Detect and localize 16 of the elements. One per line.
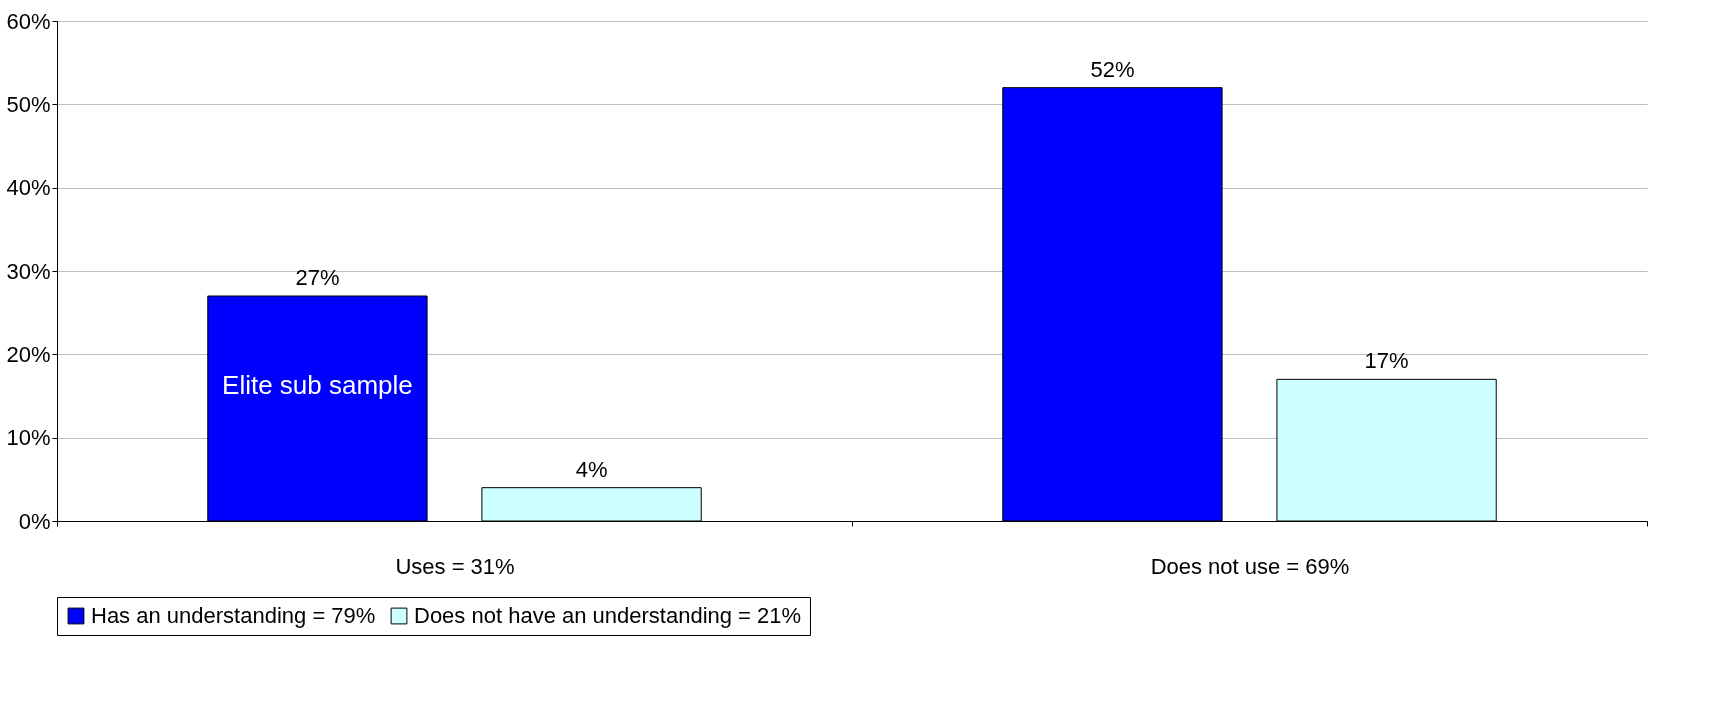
data-label: 17% [1364,348,1409,374]
y-tick-label: 30% [6,258,51,284]
y-tick-label: 0% [18,508,51,534]
data-label: 52% [1090,56,1135,82]
data-label: 27% [295,265,340,290]
y-tick-label: 40% [6,175,51,201]
annotation: Elite sub sample [222,370,413,400]
legend-label: Has an understanding = 79% [91,603,376,628]
y-tick-label: 50% [6,91,51,117]
data-label: 4% [575,456,608,482]
y-tick-label: 10% [6,425,51,451]
legend-label: Does not have an understanding = 21% [414,603,802,628]
x-tick-label: Uses = 31% [395,553,515,579]
y-tick-label: 20% [6,341,51,367]
x-tick-label: Does not use = 69% [1150,553,1350,579]
y-tick-label: 60% [6,8,51,34]
